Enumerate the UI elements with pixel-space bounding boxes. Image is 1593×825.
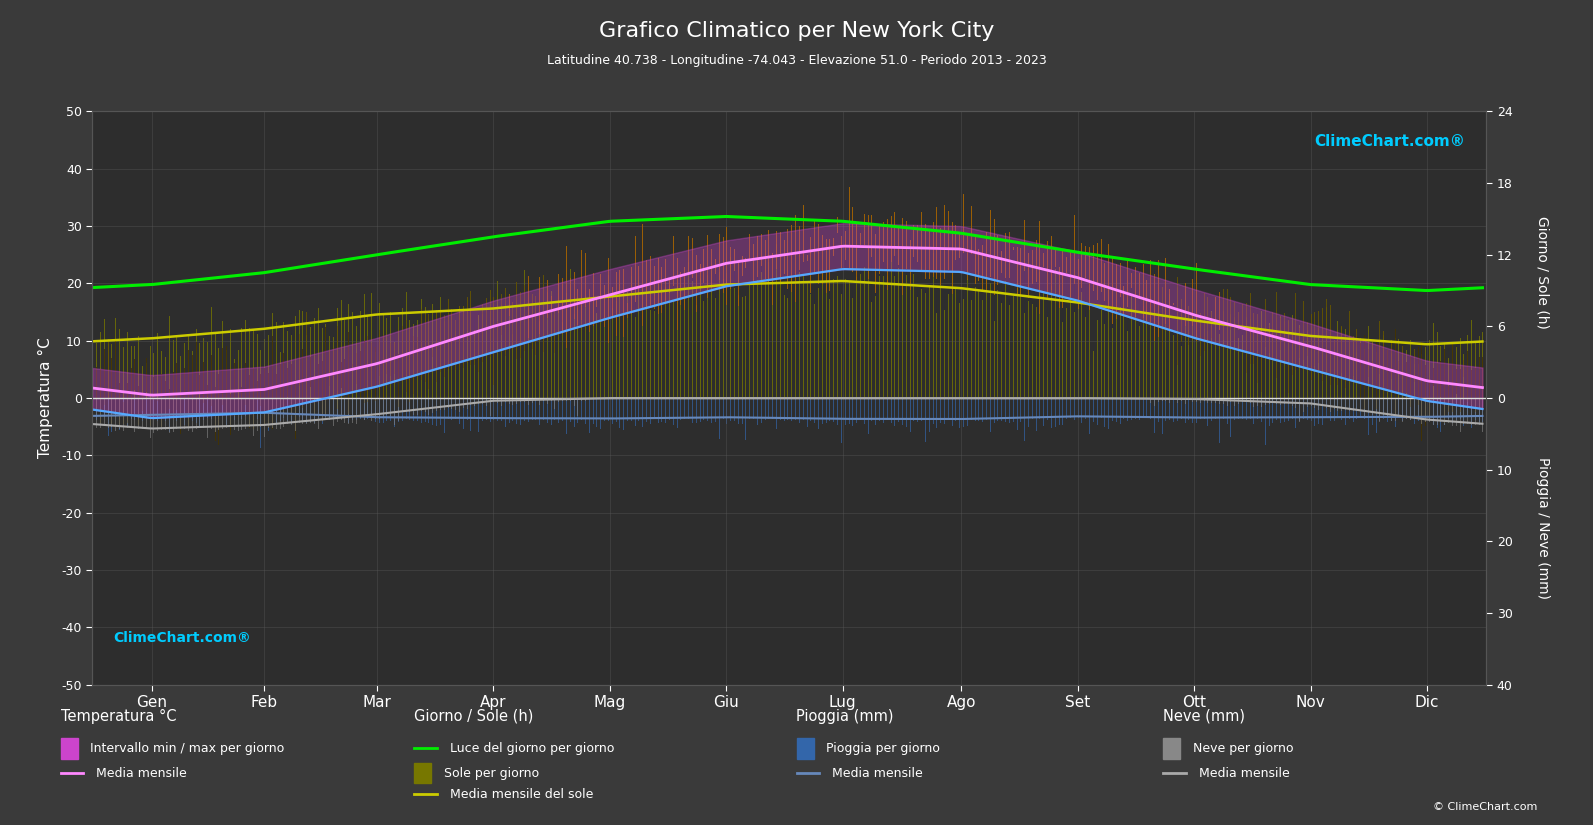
Text: Pioggia per giorno: Pioggia per giorno	[827, 742, 940, 755]
Y-axis label: Temperatura °C: Temperatura °C	[38, 337, 53, 459]
Text: Neve (mm): Neve (mm)	[1163, 709, 1244, 724]
Text: Intervallo min / max per giorno: Intervallo min / max per giorno	[91, 742, 285, 755]
Bar	[61, 738, 78, 759]
Bar	[796, 738, 814, 759]
Text: Media mensile del sole: Media mensile del sole	[449, 788, 593, 801]
Bar	[1163, 738, 1180, 759]
Text: Media mensile: Media mensile	[832, 766, 922, 780]
Text: ClimeChart.com®: ClimeChart.com®	[113, 630, 252, 644]
Text: Pioggia / Neve (mm): Pioggia / Neve (mm)	[1536, 457, 1550, 599]
Text: Latitudine 40.738 - Longitudine -74.043 - Elevazione 51.0 - Periodo 2013 - 2023: Latitudine 40.738 - Longitudine -74.043 …	[546, 54, 1047, 67]
Text: Sole per giorno: Sole per giorno	[444, 766, 540, 780]
Text: Neve per giorno: Neve per giorno	[1193, 742, 1294, 755]
Text: Giorno / Sole (h): Giorno / Sole (h)	[414, 709, 534, 724]
Bar	[414, 762, 432, 784]
Text: Luce del giorno per giorno: Luce del giorno per giorno	[449, 742, 615, 755]
Text: Pioggia (mm): Pioggia (mm)	[796, 709, 894, 724]
Text: Grafico Climatico per New York City: Grafico Climatico per New York City	[599, 21, 994, 40]
Text: Giorno / Sole (h): Giorno / Sole (h)	[1536, 216, 1550, 328]
Text: ClimeChart.com®: ClimeChart.com®	[1314, 134, 1466, 149]
Text: © ClimeChart.com: © ClimeChart.com	[1432, 802, 1537, 812]
Text: Media mensile: Media mensile	[96, 766, 186, 780]
Text: Media mensile: Media mensile	[1198, 766, 1289, 780]
Text: Temperatura °C: Temperatura °C	[61, 709, 177, 724]
